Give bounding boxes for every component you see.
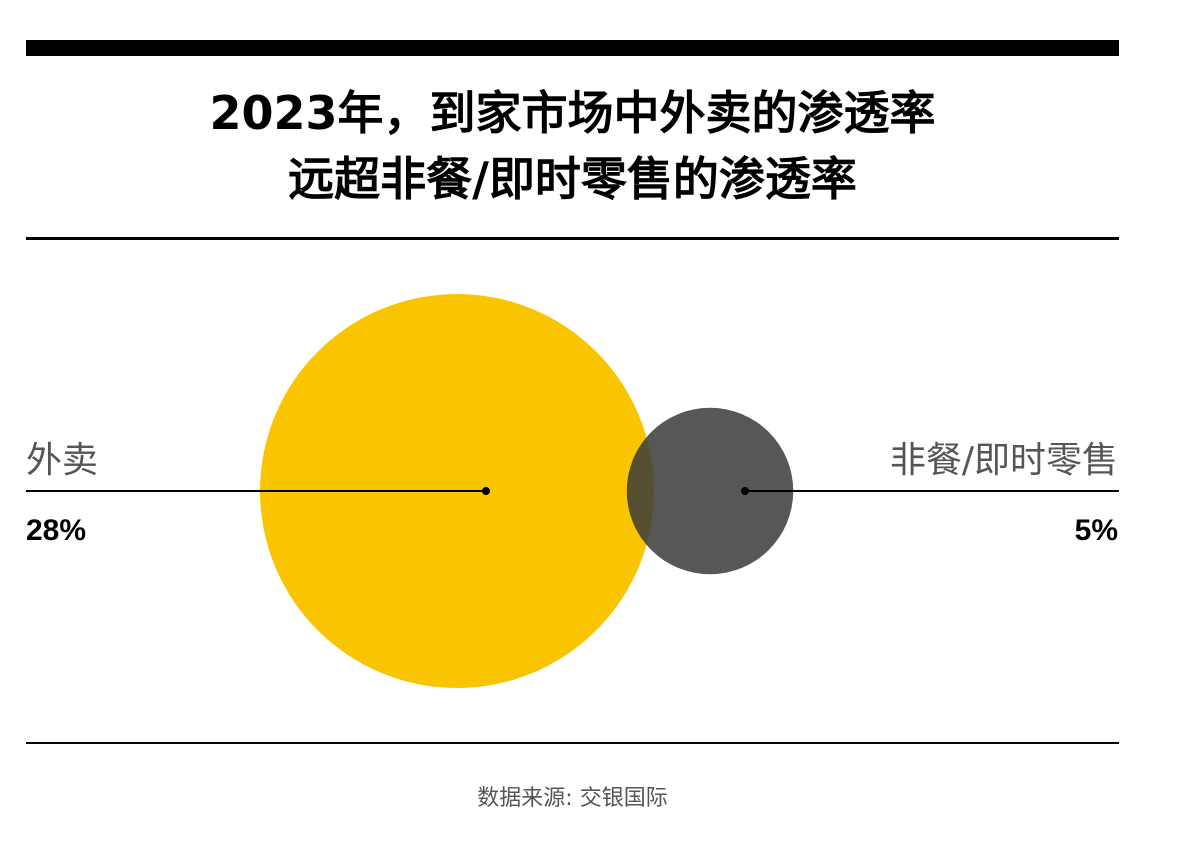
bottom-rule — [26, 742, 1119, 744]
value-label-food-delivery: 28% — [26, 514, 86, 547]
value-label-non-food: 5% — [1075, 514, 1118, 547]
dot-non-food — [741, 487, 749, 495]
series-label-food-delivery: 外卖 — [26, 440, 98, 481]
title-rule — [26, 237, 1119, 240]
dot-food-delivery — [482, 487, 490, 495]
top-bar — [26, 40, 1119, 56]
chart-title: 2023年，到家市场中外卖的渗透率 远超非餐/即时零售的渗透率 — [26, 80, 1119, 212]
source-note: 数据来源: 交银国际 — [477, 786, 668, 811]
title-line-2: 远超非餐/即时零售的渗透率 — [288, 152, 857, 206]
series-label-non-food: 非餐/即时零售 — [890, 440, 1118, 481]
bubble-non-food — [626, 407, 794, 575]
title-line-1: 2023年，到家市场中外卖的渗透率 — [209, 86, 936, 140]
